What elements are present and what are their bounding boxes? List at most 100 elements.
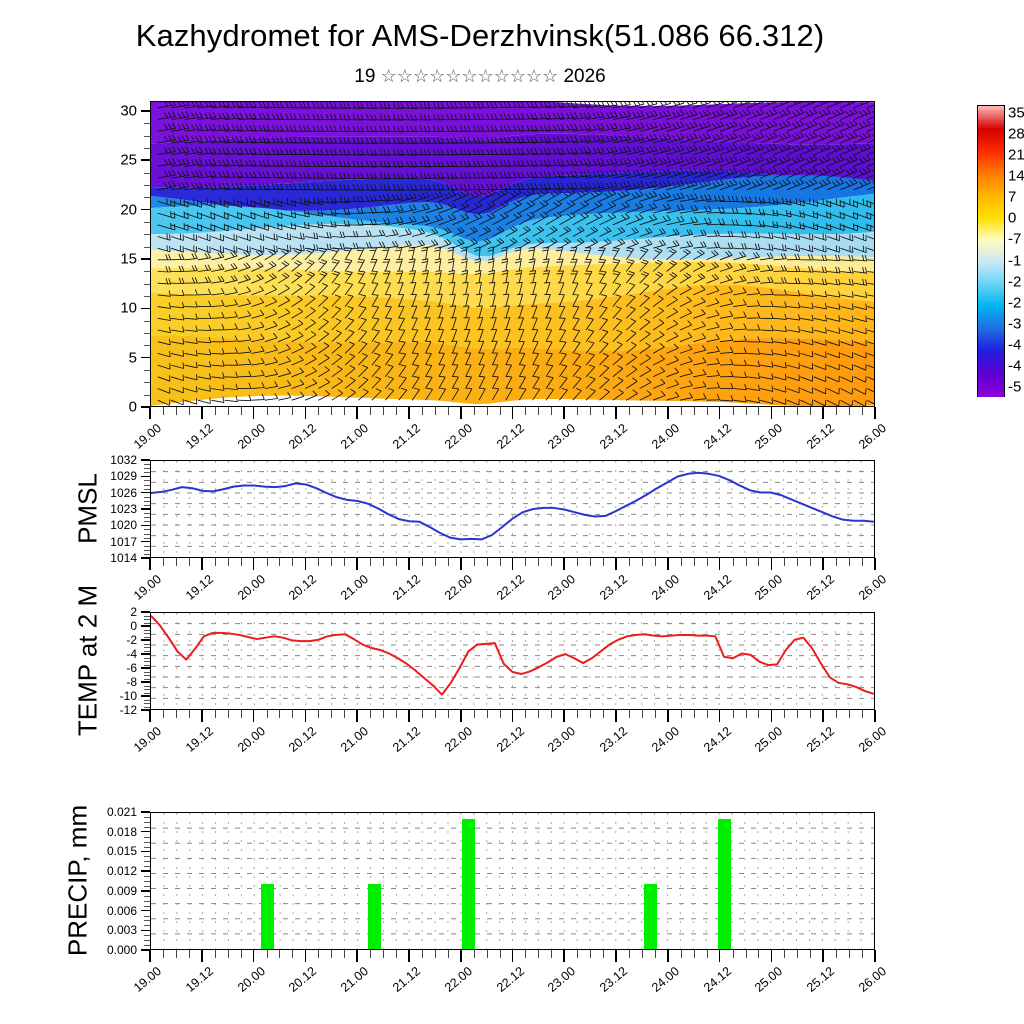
y-minor-tick (144, 706, 150, 708)
x-minor-tick (706, 710, 708, 718)
x-tick-label: 21.00 (338, 964, 372, 995)
x-tick-label: 19.00 (131, 724, 164, 755)
x-minor-tick (797, 407, 799, 415)
y-minor-tick (144, 135, 150, 137)
x-minor-tick (318, 558, 320, 566)
y-tick-label: 2 (130, 605, 137, 619)
x-minor-tick (292, 558, 294, 566)
x-tick-label: 24.12 (700, 572, 734, 603)
x-minor-tick (810, 710, 812, 718)
x-minor-tick (292, 407, 294, 415)
x-minor-tick (862, 558, 864, 566)
x-minor-tick (434, 710, 436, 718)
x-minor-tick (188, 558, 190, 566)
y-tick-label: 10 (120, 299, 137, 317)
x-minor-tick (331, 710, 333, 718)
x-tick-label: 22.12 (493, 964, 527, 995)
x-tick (718, 950, 721, 962)
x-tick-label: 25.12 (804, 421, 838, 452)
x-tick-label: 20.00 (234, 421, 268, 452)
x-tick (770, 710, 773, 722)
x-tick (459, 710, 462, 722)
x-minor-tick (603, 710, 605, 718)
x-minor-tick (641, 407, 643, 415)
x-minor-tick (693, 950, 695, 958)
x-minor-tick (797, 558, 799, 566)
x-minor-tick (486, 950, 488, 958)
y-minor-tick (144, 332, 150, 334)
x-tick-label: 24.00 (648, 964, 682, 995)
y-minor-tick (144, 394, 150, 396)
x-minor-tick (175, 950, 177, 958)
x-tick (149, 950, 151, 962)
y-minor-tick (144, 513, 150, 515)
y-tick-label: 1029 (110, 469, 137, 484)
y-minor-tick (144, 699, 150, 701)
y-tick-label: 1014 (110, 551, 137, 565)
x-tick (459, 407, 462, 419)
x-minor-tick (603, 407, 605, 415)
x-minor-tick (383, 710, 385, 718)
y-minor-tick (144, 675, 150, 676)
x-minor-tick (538, 407, 540, 415)
colorbar-tick-label: 14 (1008, 167, 1024, 185)
y-minor-tick (144, 647, 150, 648)
x-minor-tick (629, 407, 631, 415)
x-tick-label: 20.00 (234, 724, 268, 755)
colorbar-tick-label: -4 (1008, 357, 1022, 375)
x-minor-tick (784, 558, 786, 566)
pmsl-trace (151, 471, 874, 541)
x-tick-label: 24.00 (648, 421, 682, 452)
x-tick-label: 22.00 (441, 724, 475, 755)
x-tick-label: 23.12 (597, 572, 631, 603)
x-minor-tick (162, 950, 164, 958)
y-minor-tick (144, 283, 150, 285)
y-minor-tick (144, 345, 150, 347)
x-minor-tick (331, 407, 333, 415)
y-tick (141, 557, 150, 559)
y-minor-tick (144, 496, 150, 498)
temp-plot (150, 612, 875, 710)
page-title: Kazhydromet for AMS-Derzhvinsk(51.086 66… (135, 18, 825, 53)
y-minor-tick (144, 856, 150, 858)
y-tick (141, 890, 150, 892)
x-tick (563, 407, 566, 419)
y-minor-tick (144, 619, 150, 620)
y-minor-tick (144, 615, 150, 617)
x-tick-label: 25.12 (804, 964, 838, 995)
x-minor-tick (499, 558, 501, 566)
x-minor-tick (473, 950, 475, 958)
x-minor-tick (227, 407, 229, 415)
subtitle-missing-glyphs: ☆☆☆☆☆☆☆☆☆☆☆ (380, 66, 559, 86)
y-tick (141, 929, 150, 932)
y-tick-label: -6 (126, 661, 137, 675)
x-minor-tick (577, 950, 579, 958)
x-minor-tick (214, 710, 216, 718)
x-minor-tick (227, 950, 229, 958)
x-tick-label: 25.00 (752, 572, 786, 603)
y-tick-label: 0.021 (106, 805, 137, 819)
y-minor-tick (144, 915, 150, 917)
x-minor-tick (175, 558, 177, 566)
y-tick (141, 208, 150, 211)
x-minor-tick (370, 407, 372, 415)
x-tick-label: 20.12 (286, 724, 320, 755)
x-minor-tick (318, 407, 320, 415)
x-tick (718, 710, 721, 722)
x-tick (149, 558, 151, 570)
x-tick (822, 407, 824, 419)
x-tick (822, 710, 824, 722)
y-minor-tick (144, 221, 150, 223)
y-minor-tick (144, 537, 150, 539)
y-minor-tick (144, 472, 150, 474)
wind-barbs-layer (157, 102, 874, 406)
x-tick-label: 23.00 (545, 572, 579, 603)
x-minor-tick (693, 558, 695, 566)
y-minor-tick (144, 816, 150, 818)
x-minor-tick (654, 558, 656, 566)
y-minor-tick (144, 920, 150, 922)
y-tick (141, 830, 150, 833)
x-tick-label: 24.12 (700, 964, 734, 995)
y-tick (141, 909, 150, 912)
x-minor-tick (421, 558, 423, 566)
